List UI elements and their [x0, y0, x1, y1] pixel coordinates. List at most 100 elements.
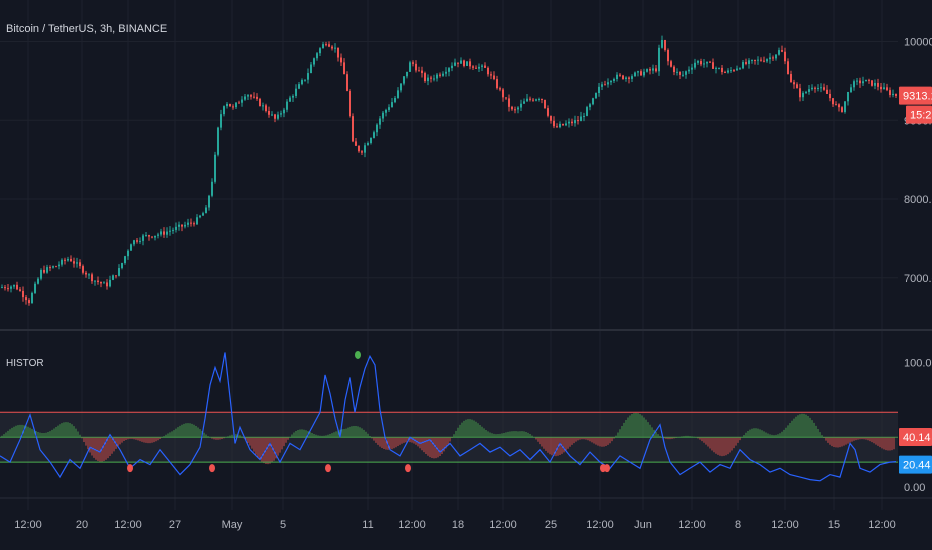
candle-body [448, 68, 450, 72]
candle-body [103, 282, 105, 284]
chart-title: Bitcoin / TetherUS, 3h, BINANCE [6, 23, 168, 35]
candle-body [724, 72, 726, 74]
candle-body [613, 79, 615, 81]
candle-body [538, 98, 540, 100]
candle-body [34, 283, 36, 293]
candle-body [820, 87, 822, 89]
candle-body [235, 102, 237, 108]
sell-signal-dot [405, 464, 411, 473]
candle-body [547, 108, 549, 116]
candle-body [361, 151, 363, 153]
axes: 10000.009000.008000.007000.00100.000.001… [0, 37, 932, 531]
candle-body [502, 89, 504, 98]
candle-body [406, 71, 408, 77]
candle-body [778, 50, 780, 55]
candle-body [481, 65, 483, 67]
oscillator-red-badge-text: 40.14 [903, 432, 931, 444]
candle-body [748, 60, 750, 64]
candle-body [241, 99, 243, 103]
candle-body [244, 96, 246, 100]
candle-body [850, 87, 852, 92]
candle-body [88, 274, 90, 276]
candle-body [610, 80, 612, 83]
candle-body [829, 93, 831, 99]
candle-body [382, 112, 384, 119]
candle-body [844, 101, 846, 112]
candle-body [586, 107, 588, 116]
candle-body [763, 60, 765, 62]
candle-body [79, 262, 81, 267]
candle-body [343, 62, 345, 75]
price-tick-label: 7000.00 [904, 273, 932, 285]
candle-body [433, 78, 435, 80]
candle-body [166, 231, 168, 235]
candle-body [415, 63, 417, 71]
candle-body [133, 240, 135, 245]
candle-body [400, 83, 402, 91]
candle-body [826, 89, 828, 94]
candle-body [193, 223, 195, 225]
candle-body [877, 83, 879, 87]
oscillator-tick-label: 0.00 [904, 482, 925, 494]
candle-body [418, 70, 420, 72]
candle-body [493, 75, 495, 80]
candle-body [61, 259, 63, 265]
candle-body [190, 222, 192, 224]
sell-signal-dot [209, 464, 215, 473]
candle-body [25, 297, 27, 301]
candle-body [874, 83, 876, 86]
candle-body [688, 69, 690, 72]
candle-body [652, 68, 654, 71]
candle-body [730, 70, 732, 72]
candle-body [82, 266, 84, 273]
candle-body [772, 57, 774, 59]
candle-body [451, 65, 453, 69]
candle-body [541, 98, 543, 100]
candle-body [742, 62, 744, 69]
candle-body [556, 126, 558, 128]
candle-body [385, 109, 387, 113]
candle-body [832, 98, 834, 105]
candle-body [148, 235, 150, 237]
candle-body [736, 68, 738, 71]
candle-body [58, 264, 60, 267]
oscillator-line[interactable] [0, 352, 897, 482]
candle-body [553, 120, 555, 127]
candle-body [691, 67, 693, 70]
time-tick-label: 18 [452, 519, 464, 531]
candle-body [757, 59, 759, 61]
last-price-badge [899, 86, 932, 105]
oscillator-levels [0, 411, 898, 463]
candle-body [337, 47, 339, 58]
candle-body [205, 207, 207, 214]
buy-signal-dot [355, 350, 361, 359]
candle-body [394, 97, 396, 103]
candle-body [262, 105, 264, 107]
candle-body [886, 87, 888, 91]
candle-body [181, 224, 183, 227]
oscillator-signal-dots[interactable] [127, 350, 610, 473]
candle-body [865, 79, 867, 82]
time-tick-label: 12:00 [771, 519, 799, 531]
time-tick-label: Jun [634, 519, 652, 531]
candle-body [700, 61, 702, 65]
candle-body [565, 123, 567, 126]
candle-body [322, 44, 324, 49]
candle-body [100, 281, 102, 284]
candle-body [460, 60, 462, 64]
candle-body [505, 97, 507, 99]
price-candles[interactable] [1, 35, 897, 306]
candle-body [31, 292, 33, 304]
candle-body [52, 266, 54, 268]
candle-body [352, 116, 354, 142]
candle-body [712, 62, 714, 69]
candle-body [559, 123, 561, 128]
time-tick-label: 5 [280, 519, 286, 531]
oscillator-histogram[interactable] [1, 412, 895, 465]
candle-body [463, 60, 465, 66]
candle-body [760, 59, 762, 61]
candle-body [388, 107, 390, 110]
candle-body [70, 258, 72, 262]
candle-body [823, 87, 825, 90]
